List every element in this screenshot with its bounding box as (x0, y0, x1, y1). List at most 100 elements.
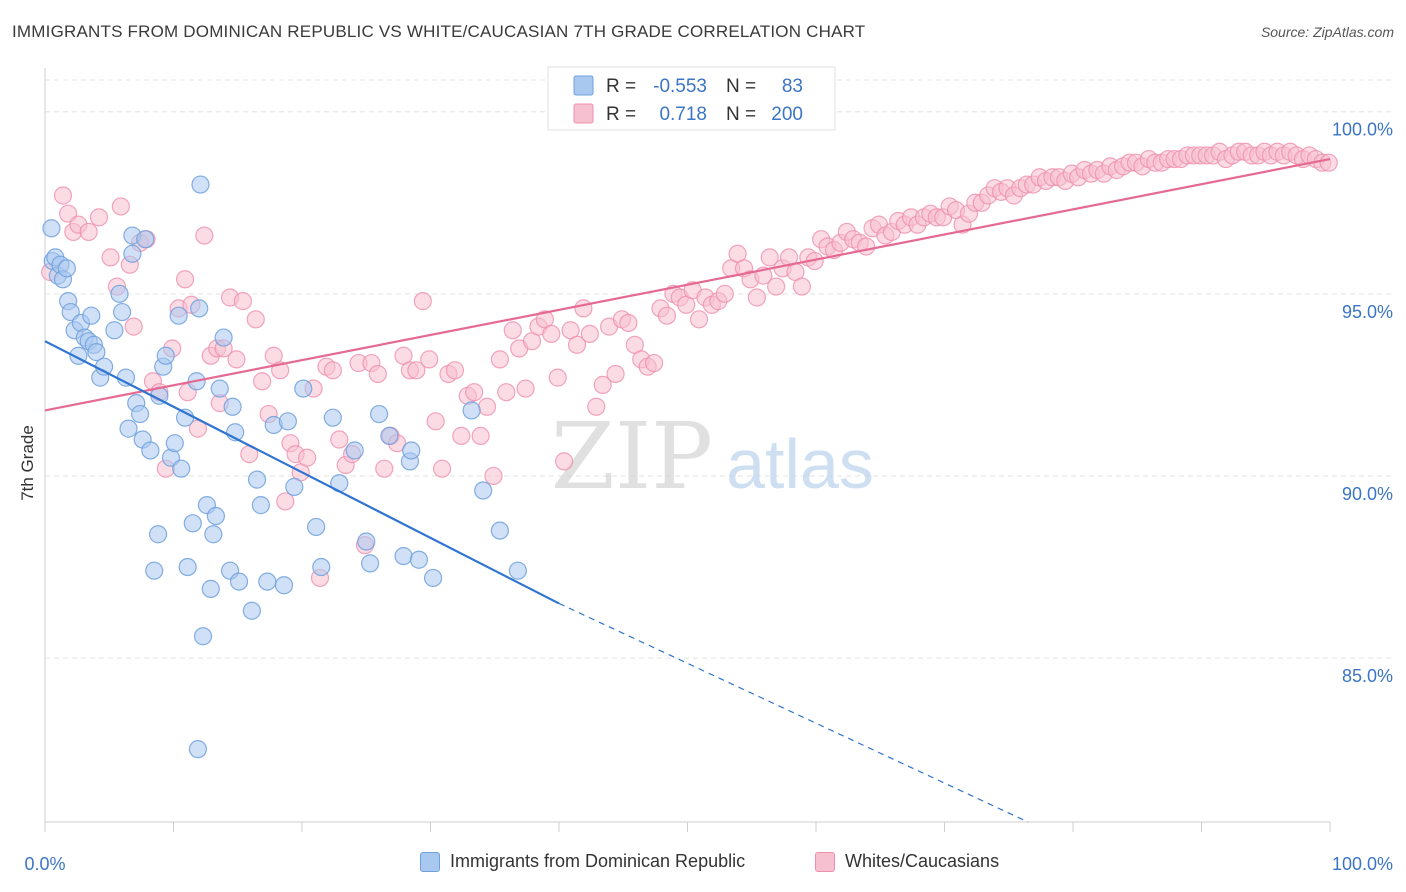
dominican-point (357, 532, 376, 551)
whites-point (542, 324, 561, 344)
whites-point (452, 426, 471, 445)
dominican-trend-line (44, 340, 560, 605)
dominican-point (82, 306, 101, 325)
chart-title: IMMIGRANTS FROM DOMINICAN REPUBLIC VS WH… (12, 22, 866, 41)
y-tick-label: 100.0% (1332, 120, 1393, 140)
whites-point (767, 277, 786, 296)
dominican-trend-extension (558, 602, 1029, 823)
dominican-point (130, 404, 150, 424)
whites-point (490, 350, 509, 369)
dominican-point (307, 517, 326, 537)
whites-point (407, 361, 426, 380)
whites-point (111, 197, 130, 216)
whites-point (606, 364, 625, 384)
whites-point (298, 448, 317, 467)
dominican-point (42, 219, 61, 238)
whites-trend-line (44, 157, 1331, 412)
dominican-point (229, 572, 249, 591)
legend-swatch-dominican (420, 851, 440, 872)
whites-point (657, 306, 677, 325)
dominican-point (183, 514, 202, 533)
whites-point (503, 321, 522, 340)
whites-point (555, 452, 574, 471)
dominican-point (105, 321, 124, 340)
dominican-point (119, 419, 138, 438)
legend-r-label-pink: R = (606, 104, 636, 125)
axis-layer: 85.0% 90.0% 95.0% 100.0% 0.0% 100.0% (24, 68, 1393, 874)
dominican-point (193, 627, 213, 646)
whites-point (593, 375, 612, 394)
dominican-point (178, 557, 197, 577)
whites-point (276, 492, 295, 511)
dominican-point (204, 525, 223, 544)
legend-r-value-pink: 0.718 (659, 104, 707, 125)
whites-point (857, 237, 876, 256)
legend-swatch-whites (815, 851, 835, 872)
whites-point (497, 383, 516, 402)
dominican-point (223, 397, 242, 416)
whites-point (548, 368, 567, 387)
whites-point (53, 186, 73, 205)
trend-lines (44, 157, 1331, 823)
whites-point (195, 226, 214, 245)
dominican-point (312, 557, 331, 577)
dominican-point (242, 601, 261, 620)
whites-point (747, 288, 766, 307)
watermark-zip: ZIP (551, 403, 713, 510)
legend-label-whites: Whites/Caucasians (845, 851, 1000, 871)
legend-n-label-pink: N = (726, 104, 756, 125)
whites-point (516, 379, 535, 398)
whites-point (792, 277, 811, 296)
whites-point (477, 397, 497, 416)
dominican-point (278, 412, 297, 431)
whites-point (574, 299, 593, 318)
whites-point (227, 350, 246, 369)
dominican-point (156, 346, 175, 365)
whites-point (330, 430, 349, 449)
whites-point (432, 459, 452, 478)
legend-item-dominican: Immigrants from Dominican Republic (420, 851, 745, 872)
whites-point (101, 248, 120, 267)
dominican-point (188, 740, 208, 759)
x-tick-label: 0.0% (24, 854, 65, 874)
y-tick-label: 90.0% (1342, 484, 1393, 504)
dominican-point (462, 401, 481, 420)
legend-n-value-pink: 200 (771, 104, 803, 125)
whites-point (375, 459, 394, 478)
whites-point (567, 335, 587, 354)
x-tick-label: 100.0% (1332, 854, 1393, 874)
legend-n-label-blue: N = (726, 76, 756, 97)
dominican-point (474, 481, 493, 500)
dominican-point (145, 561, 164, 580)
whites-point (1319, 153, 1338, 172)
dominican-point (274, 576, 294, 595)
dominican-point (87, 343, 106, 362)
dominican-point (148, 525, 168, 544)
dominican-point (323, 408, 342, 427)
dominican-point (123, 244, 142, 263)
dominican-point (190, 299, 209, 318)
y-tick-label: 85.0% (1342, 666, 1393, 686)
dominican-point (141, 441, 160, 460)
legend-r-value-blue: -0.553 (653, 76, 707, 97)
whites-point (715, 284, 734, 303)
dominican-point (258, 572, 277, 591)
whites-point (233, 292, 252, 311)
watermark-atlas: atlas (726, 425, 874, 503)
whites-point (253, 372, 272, 391)
dominican-point (423, 568, 443, 588)
whites-point (420, 350, 439, 369)
whites-point (484, 466, 503, 486)
series-dominican-points (42, 175, 527, 759)
whites-point (413, 292, 432, 311)
source-note: Source: ZipAtlas.com (1260, 24, 1394, 40)
whites-point (644, 353, 664, 373)
y-tick-label: 95.0% (1342, 302, 1393, 322)
y-axis-label: 7th Grade (18, 425, 37, 501)
dominican-point (214, 328, 233, 347)
dominican-point (402, 441, 421, 460)
dominican-point (380, 426, 399, 445)
dominican-point (285, 477, 304, 496)
whites-point (175, 270, 195, 289)
whites-point (580, 324, 599, 344)
